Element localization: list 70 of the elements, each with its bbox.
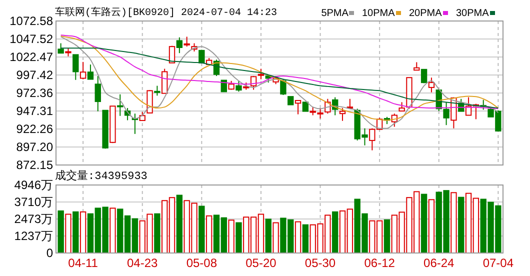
candlestick — [184, 36, 190, 48]
bar — [65, 214, 72, 254]
y-tick-label: 922.26 — [16, 122, 54, 136]
bar — [176, 194, 183, 254]
x-tick-label: 05-20 — [246, 256, 277, 270]
y-tick-label: 897.20 — [16, 140, 54, 154]
candlestick — [58, 42, 64, 54]
y-tick-label: 1047.52 — [10, 32, 54, 46]
candlestick — [443, 102, 450, 126]
candlestick — [72, 54, 79, 80]
bar — [198, 206, 205, 254]
bar — [265, 218, 272, 254]
candlestick — [117, 94, 124, 116]
bar — [384, 219, 390, 254]
legend-label: 20PMA — [409, 8, 442, 19]
candlestick — [280, 78, 286, 96]
x-tick-label: 05-30 — [304, 256, 336, 270]
bar — [302, 224, 309, 254]
y-tick-label: 1072.58 — [10, 14, 54, 28]
x-tick-label: 07-04 — [482, 256, 514, 270]
y-tick-label: 0 — [46, 246, 54, 260]
y-tick-label: 1022.47 — [10, 50, 54, 64]
bar — [450, 192, 457, 254]
x-tick-label: 04-23 — [127, 256, 158, 270]
candlestick — [420, 68, 428, 84]
candlestick — [339, 108, 346, 122]
y-tick-label: 872.15 — [16, 158, 54, 172]
bar — [294, 221, 302, 254]
y-tick-label: 3710万 — [14, 195, 53, 210]
chart-title: 成交量:34395933 — [55, 169, 148, 183]
y-tick-label: 1237万 — [14, 229, 53, 244]
bar — [72, 211, 79, 254]
legend-label: 5PMA — [321, 8, 349, 19]
candlestick — [154, 85, 160, 96]
y-tick-label: 947.31 — [16, 104, 54, 118]
y-tick-label: 2473万 — [14, 212, 53, 226]
y-tick-label: 972.36 — [16, 86, 54, 100]
candlestick — [176, 36, 183, 54]
candlestick — [428, 77, 435, 93]
bar — [58, 210, 64, 254]
candlestick — [236, 80, 242, 92]
bar — [332, 211, 338, 254]
bar — [154, 213, 160, 254]
bar — [420, 194, 428, 254]
bar — [428, 199, 435, 254]
x-tick-label: 06-24 — [424, 256, 455, 270]
candlestick — [80, 61, 86, 80]
y-tick-label: 997.42 — [16, 68, 54, 82]
candlestick — [162, 68, 168, 94]
bar — [236, 222, 242, 254]
candlestick — [258, 68, 264, 80]
candlestick — [294, 100, 302, 115]
candlestick — [250, 76, 257, 90]
candlestick — [302, 102, 309, 112]
bar — [228, 220, 234, 254]
candlestick — [220, 80, 227, 92]
bar — [458, 196, 464, 254]
bar — [80, 211, 86, 254]
x-tick-label: 05-08 — [186, 256, 218, 270]
legend-label: 10PMA — [362, 8, 396, 19]
y-tick-label: 4946万 — [14, 178, 53, 192]
x-tick-label: 04-11 — [68, 256, 98, 270]
candlestick — [94, 76, 101, 112]
legend-label: 30PMA — [456, 8, 490, 19]
chart-title: 车联网(车路云)[BK0920] 2024-07-04 14:23 — [55, 6, 278, 19]
x-tick-label: 06-12 — [364, 256, 396, 270]
bar — [206, 215, 212, 254]
bar — [110, 208, 116, 254]
candlestick — [87, 64, 94, 80]
bar — [272, 222, 279, 254]
